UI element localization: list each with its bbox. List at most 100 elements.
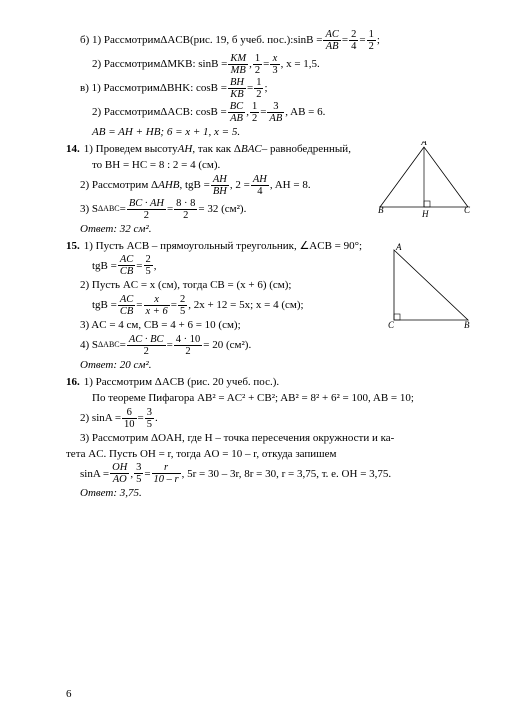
fraction: BH KB (228, 77, 246, 100)
text: = 20 (см²). (203, 338, 251, 353)
text: – равнобедренный, (262, 142, 351, 157)
p15-line6: 4) S ΔABC = AC · BC 2 = 4 · 10 2 = 20 (с… (66, 334, 378, 357)
text: , (246, 105, 249, 120)
fraction: 2 5 (144, 254, 153, 277)
text: = (247, 81, 253, 96)
text: BAC (241, 142, 262, 157)
item-v-3: AB = AH + HB; 6 = x + 1, x = 5. (66, 125, 474, 140)
problem-number: 14. (66, 142, 80, 157)
fraction: x x + 6 (144, 294, 170, 317)
fraction: BC · AH 2 (127, 198, 166, 221)
text: 2) sinA = (80, 411, 121, 426)
fraction: AC CB (118, 254, 135, 277)
p14-line4: 3) S ΔABC = BC · AH 2 = 8 · 8 2 = 32 (см… (66, 198, 368, 221)
triangle: ΔACB (160, 33, 190, 48)
svg-text:C: C (464, 205, 471, 215)
text: = (120, 202, 126, 217)
text: 2) Рассмотрим (92, 105, 160, 120)
text: AHB (158, 178, 179, 193)
triangle: ΔBHK (160, 81, 190, 96)
p15-line1: 15. 1) Пусть ACB – прямоугольный треугол… (66, 239, 378, 254)
text: , 5r = 30 – 3r, 8r = 30, r = 3,75, т. е.… (182, 467, 392, 482)
p15-line4: tgB = AC CB = x x + 6 = 2 5 , 2x + 12 = … (66, 294, 378, 317)
text: AH (178, 142, 193, 157)
svg-text:B: B (464, 320, 470, 330)
text: = (136, 259, 142, 274)
fraction: 1 2 (367, 29, 376, 52)
p16-answer: Ответ: 3,75. (66, 486, 474, 501)
problem-number: 15. (66, 239, 80, 254)
text: tgB = (92, 298, 117, 313)
text: ; (264, 81, 267, 96)
subscript: ΔABC (98, 340, 120, 351)
p15-answer: Ответ: 20 см². (66, 358, 378, 373)
figure-triangle-15: A C B (384, 242, 474, 332)
text: , AB = 6. (285, 105, 325, 120)
text: = (138, 411, 144, 426)
text: (рис. 19, б учеб. пос.): (190, 33, 293, 48)
text: , (130, 467, 133, 482)
item-v-1: в) 1) Рассмотрим ΔBHK : cosB = BH KB = 1… (66, 77, 474, 100)
text: тета AC. Пусть OH = r, тогда AO = 10 – r… (66, 447, 336, 462)
text: то BH = HC = 8 : 2 = 4 (см). (92, 158, 220, 173)
problem-16: 16. 1) Рассмотрим ΔACB (рис. 20 учеб. по… (66, 375, 474, 501)
subscript: ΔABC (98, 204, 120, 215)
text: = (144, 467, 150, 482)
p15-line5: 3) AC = 4 см, CB = 4 + 6 = 10 (см); (66, 318, 378, 333)
svg-text:B: B (378, 205, 384, 215)
fraction: OH AO (110, 462, 129, 485)
fraction: 2 5 (178, 294, 187, 317)
fraction: 3 AB (267, 101, 284, 124)
text: 3) AC = 4 см, CB = 4 + 6 = 10 (см); (80, 318, 241, 333)
fraction: AC CB (118, 294, 135, 317)
fraction: 3 5 (145, 407, 154, 430)
fraction: 1 2 (253, 53, 262, 76)
fraction: AC · BC 2 (127, 334, 166, 357)
p16-line4: 3) Рассмотрим ΔOAH, где H – точка пересе… (66, 431, 474, 446)
text: 3) S (80, 202, 98, 217)
triangle: ΔMKB (160, 57, 192, 72)
text: , tgB = (180, 178, 210, 193)
svg-text:H: H (421, 209, 429, 219)
fraction: BC AB (228, 101, 245, 124)
p16-line6: sinA = OH AO , 3 5 = r 10 – r , 5r = 30 … (66, 462, 474, 485)
p15-line2: tgB = AC CB = 2 5 , (66, 254, 378, 277)
text: = (167, 202, 173, 217)
text: , 2x + 12 = 5x; x = 4 (см); (188, 298, 303, 313)
text: , (249, 57, 252, 72)
text: 2) Рассмотрим (92, 57, 160, 72)
answer-label: Ответ: 32 см². (80, 222, 151, 237)
p16-line3: 2) sinA = 6 10 = 3 5 . (66, 407, 474, 430)
text: sinB = (293, 33, 322, 48)
text: 1) Рассмотрим ΔACB (рис. 20 учеб. пос.). (84, 375, 279, 390)
text: = (120, 338, 126, 353)
fraction: 4 · 10 2 (174, 334, 203, 357)
problem-14: 14. 1) Проведем высоту AH , так как Δ BA… (66, 141, 474, 238)
fraction: AH 4 (251, 174, 269, 197)
text: = (260, 105, 266, 120)
answer-label: Ответ: 3,75. (80, 486, 142, 501)
text: = 32 (см²). (198, 202, 246, 217)
text: ; (377, 33, 380, 48)
fraction: 6 10 (122, 407, 137, 430)
answer-label: Ответ: 20 см². (80, 358, 151, 373)
item-v-2: 2) Рассмотрим ΔACB : cosB = BC AB , 1 2 … (66, 101, 474, 124)
fraction: AH BH (211, 174, 229, 197)
item-b-2: 2) Рассмотрим ΔMKB : sinB = KM MB , 1 2 … (66, 53, 474, 76)
text: = (263, 57, 269, 72)
svg-text:C: C (388, 320, 395, 330)
p16-line1: 16. 1) Рассмотрим ΔACB (рис. 20 учеб. по… (66, 375, 474, 390)
problem-15: 15. 1) Пусть ACB – прямоугольный треугол… (66, 238, 474, 374)
fraction: 8 · 8 2 (174, 198, 197, 221)
text: = (167, 338, 173, 353)
text: : cosB = (190, 105, 227, 120)
p15-line3: 2) Пусть AC = x (см), тогда CB = (x + 6)… (66, 278, 378, 293)
text: sinA = (80, 467, 109, 482)
fraction: 1 2 (254, 77, 263, 100)
p14-answer: Ответ: 32 см². (66, 222, 368, 237)
text: 2) Пусть AC = x (см), тогда CB = (x + 6)… (80, 278, 291, 293)
text: tgB = (92, 259, 117, 274)
text: , 2 = (230, 178, 250, 193)
p14-line3: 2) Рассмотрим Δ AHB , tgB = AH BH , 2 = … (66, 174, 368, 197)
fraction: KM MB (228, 53, 248, 76)
